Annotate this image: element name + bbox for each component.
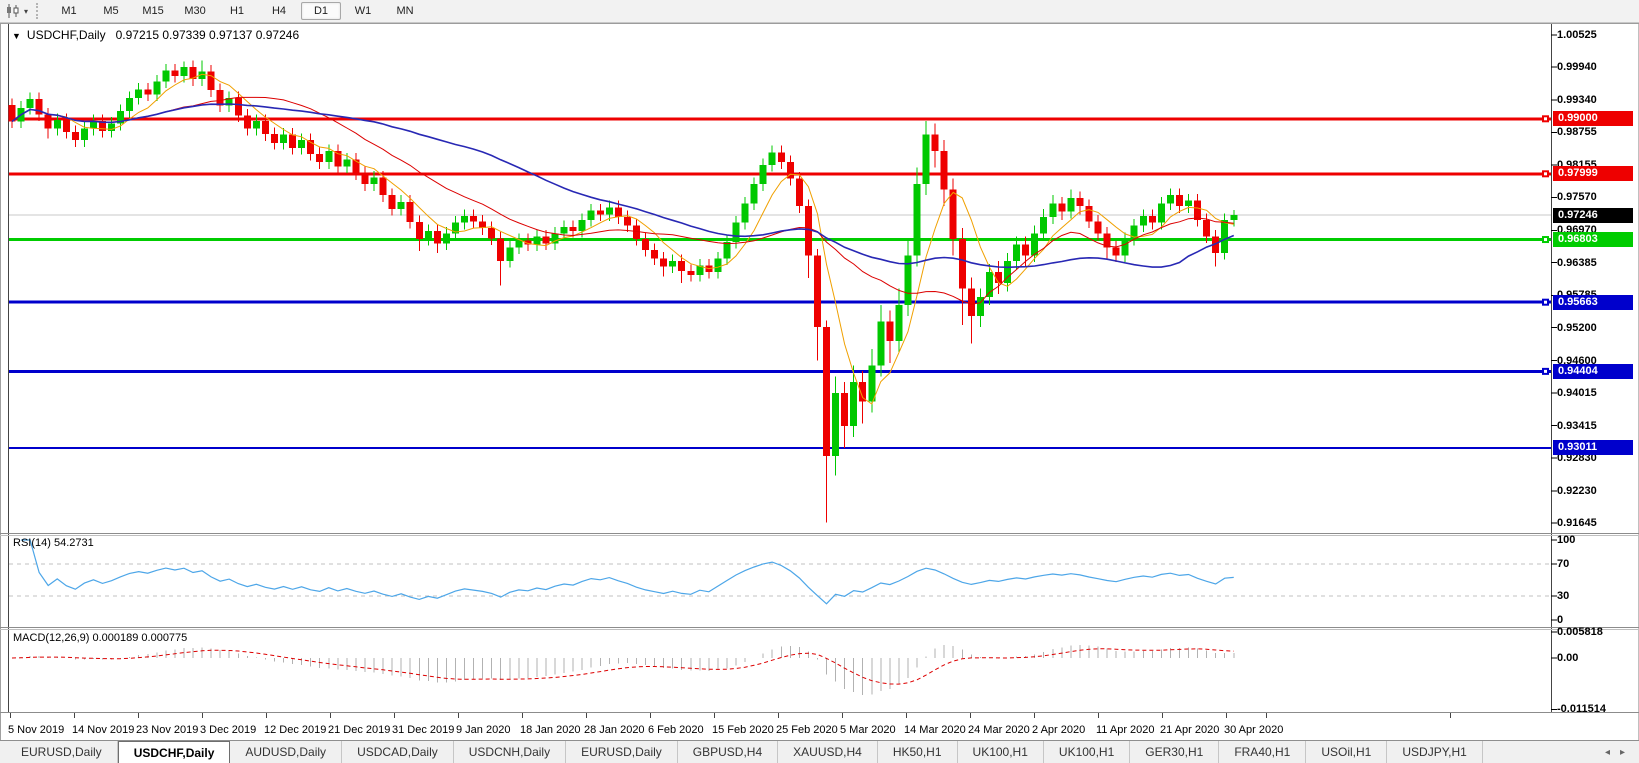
moving-average-40	[11, 103, 1235, 269]
tab-fra40-h1[interactable]: FRA40,H1	[1219, 741, 1307, 763]
chart-title: ▼ USDCHF,Daily 0.97215 0.97339 0.97137 0.9…	[12, 28, 299, 42]
moving-average-18	[11, 96, 1234, 305]
price-label-0.97999: 0.97999	[1553, 166, 1633, 182]
chart-tab-bar: EURUSD,Daily USDCHF,Daily AUDUSD,Daily USDC…	[0, 740, 1639, 763]
price-axis-tick: 0.92230	[1557, 484, 1597, 497]
price-axis-tick: 1.00525	[1557, 28, 1597, 41]
timeframe-button-w1[interactable]: W1	[354, 5, 372, 17]
tab-scroll-left-icon[interactable]: ◂	[1604, 746, 1610, 758]
price-label-0.97246: 0.97246	[1553, 207, 1633, 223]
tab-hk50-h1[interactable]: HK50,H1	[878, 741, 958, 763]
tab-scroll-arrows: ◂ ▸	[1605, 741, 1639, 763]
timeframe-button-d1[interactable]: D1	[301, 2, 342, 20]
price-label-0.96803: 0.96803	[1553, 232, 1633, 248]
chart-tabs: EURUSD,Daily USDCHF,Daily AUDUSD,Daily USDC…	[0, 741, 1483, 763]
macd-label: MACD(12,26,9) 0.000189 0.000775	[13, 632, 188, 644]
date-axis-label: 23 Nov 2019	[136, 724, 199, 736]
tab-xauusd-h4[interactable]: XAUUSD,H4	[778, 741, 878, 763]
chart-canvas[interactable]	[0, 0, 1639, 740]
date-axis-label: 12 Dec 2019	[264, 724, 327, 736]
macd-axis-tick: -0.011514	[1557, 703, 1606, 716]
timeframe-button-m30[interactable]: M30	[184, 5, 206, 17]
chart-tools-dropdown-icon[interactable]: ▾	[24, 6, 29, 16]
timeframe-button-m5[interactable]: M5	[103, 5, 119, 17]
date-axis-label: 14 Mar 2020	[904, 724, 966, 736]
timeframe-button-m1[interactable]: M1	[61, 5, 77, 17]
price-label-0.95663: 0.95663	[1553, 294, 1633, 310]
candlestick-chart-icon[interactable]	[4, 3, 22, 19]
date-axis-label: 11 Apr 2020	[1096, 724, 1155, 736]
tab-eurusd-daily[interactable]: EURUSD,Daily	[566, 741, 678, 763]
macd-signal-line	[11, 648, 1234, 685]
price-axis-tick: 0.91645	[1557, 516, 1597, 529]
date-axis-label: 31 Dec 2019	[392, 724, 455, 736]
price-label-0.93011: 0.93011	[1553, 440, 1633, 456]
tab-eurusd-daily[interactable]: EURUSD,Daily	[6, 741, 118, 763]
moving-average-6	[11, 73, 1234, 405]
price-axis-tick: 0.94015	[1557, 386, 1597, 399]
tab-uk100-h1[interactable]: UK100,H1	[1044, 741, 1131, 763]
price-axis-tick: 0.99940	[1557, 61, 1597, 74]
date-axis-label: 18 Jan 2020	[520, 724, 581, 736]
date-axis-label: 21 Apr 2020	[1160, 724, 1220, 736]
date-axis-label: 24 Mar 2020	[968, 724, 1030, 736]
date-axis-label: 6 Feb 2020	[648, 724, 704, 736]
tab-usdcad-daily[interactable]: USDCAD,Daily	[342, 741, 454, 763]
chart-menu-caret-icon[interactable]: ▼	[12, 31, 21, 41]
toolbar-grip[interactable]	[36, 3, 43, 19]
price-axis-tick: 0.98755	[1557, 126, 1597, 139]
tab-audusd-daily[interactable]: AUDUSD,Daily	[230, 741, 343, 763]
date-axis-label: 5 Nov 2019	[8, 724, 65, 736]
rsi-axis-tick: 70	[1557, 558, 1570, 570]
date-axis-label: 21 Dec 2019	[328, 724, 391, 736]
chart-title-symbol: USDCHF,Daily	[26, 28, 106, 42]
date-axis-label: 14 Nov 2019	[72, 724, 135, 736]
date-axis-label: 30 Apr 2020	[1224, 724, 1284, 736]
candlestick-series	[8, 60, 1238, 523]
price-label-0.99000: 0.99000	[1553, 111, 1633, 127]
chart-title-ohlc: 0.97215 0.97339 0.97137 0.97246	[115, 28, 300, 42]
timeframe-button-h1[interactable]: H1	[229, 5, 245, 17]
price-label-0.94404: 0.94404	[1553, 363, 1633, 379]
rsi-label: RSI(14) 54.2731	[13, 537, 94, 549]
toolbar: ▾ M1 M5 M15 M30 H1 H4 D1 W1 MN	[0, 0, 1639, 23]
timeframe-button-h4[interactable]: H4	[271, 5, 287, 17]
date-axis-label: 25 Feb 2020	[776, 724, 838, 736]
tab-usdjpy-h1[interactable]: USDJPY,H1	[1387, 741, 1483, 763]
date-axis-label: 5 Mar 2020	[840, 724, 896, 736]
timeframe-button-mn[interactable]: MN	[396, 5, 414, 17]
timeframe-button-m15[interactable]: M15	[142, 5, 164, 17]
macd-axis-tick: 0.00	[1557, 652, 1579, 664]
date-axis-label: 28 Jan 2020	[584, 724, 645, 736]
rsi-line	[21, 539, 1234, 605]
price-axis-tick: 0.95200	[1557, 321, 1597, 334]
rsi-axis-tick: 100	[1557, 534, 1576, 546]
date-axis-label: 3 Dec 2019	[200, 724, 257, 736]
tab-uk100-h1[interactable]: UK100,H1	[958, 741, 1044, 763]
tab-gbpusd-h4[interactable]: GBPUSD,H4	[678, 741, 779, 763]
price-axis-tick: 0.93415	[1557, 419, 1597, 432]
date-axis-label: 9 Jan 2020	[456, 724, 511, 736]
price-axis-tick: 0.96385	[1557, 256, 1597, 269]
price-axis-tick: 0.94600	[1557, 354, 1597, 367]
rsi-axis-tick: 30	[1557, 590, 1570, 602]
date-axis-label: 2 Apr 2020	[1032, 724, 1086, 736]
tab-ger30-h1[interactable]: GER30,H1	[1130, 741, 1220, 763]
tab-usdcnh-daily[interactable]: USDCNH,Daily	[454, 741, 567, 763]
macd-histogram	[20, 644, 1235, 695]
price-axis-tick: 0.97570	[1557, 191, 1597, 204]
rsi-axis-tick: 0	[1557, 614, 1564, 626]
chart-tools-group: ▾	[0, 3, 32, 19]
tab-usdchf-daily[interactable]: USDCHF,Daily	[117, 741, 231, 763]
tab-usoil-h1[interactable]: USOil,H1	[1306, 741, 1388, 763]
price-axis-tick: 0.99340	[1557, 94, 1597, 107]
macd-axis-tick: 0.005818	[1557, 625, 1603, 638]
tab-scroll-right-icon[interactable]: ▸	[1619, 746, 1625, 758]
timeframe-toolbar: M1 M5 M15 M30 H1 H4 D1 W1 MN	[49, 2, 425, 20]
date-axis-label: 15 Feb 2020	[712, 724, 774, 736]
